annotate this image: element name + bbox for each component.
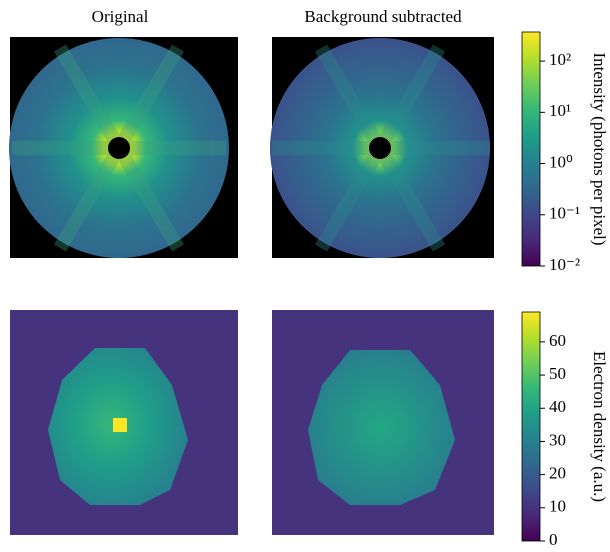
density-image (10, 310, 238, 535)
tick-label: 30 (549, 430, 566, 449)
tick-label: 40 (549, 397, 566, 416)
tick-label: 10² (549, 50, 571, 69)
panel-title: Background subtracted (304, 7, 462, 26)
tick-label: 10¹ (549, 101, 571, 120)
diffraction-image (9, 37, 238, 258)
tick-label: 10 (549, 497, 566, 516)
colorbar (521, 31, 541, 267)
tick-label: 60 (549, 331, 566, 350)
tick-label: 0 (549, 530, 558, 547)
diffraction-image (270, 37, 494, 258)
tick-label: 10⁰ (549, 152, 573, 171)
density-image (272, 310, 494, 535)
colorbar-label: Intensity (photons per pixel) (590, 52, 609, 245)
tick-label: 20 (549, 464, 566, 483)
tick-label: 10⁻¹ (549, 204, 580, 223)
tick-label: 10⁻² (549, 255, 580, 274)
colorbar-label: Electron density (a.u.) (590, 351, 609, 502)
tick-label: 50 (549, 364, 566, 383)
colorbar (521, 311, 541, 542)
panel-title: Original (92, 7, 149, 26)
